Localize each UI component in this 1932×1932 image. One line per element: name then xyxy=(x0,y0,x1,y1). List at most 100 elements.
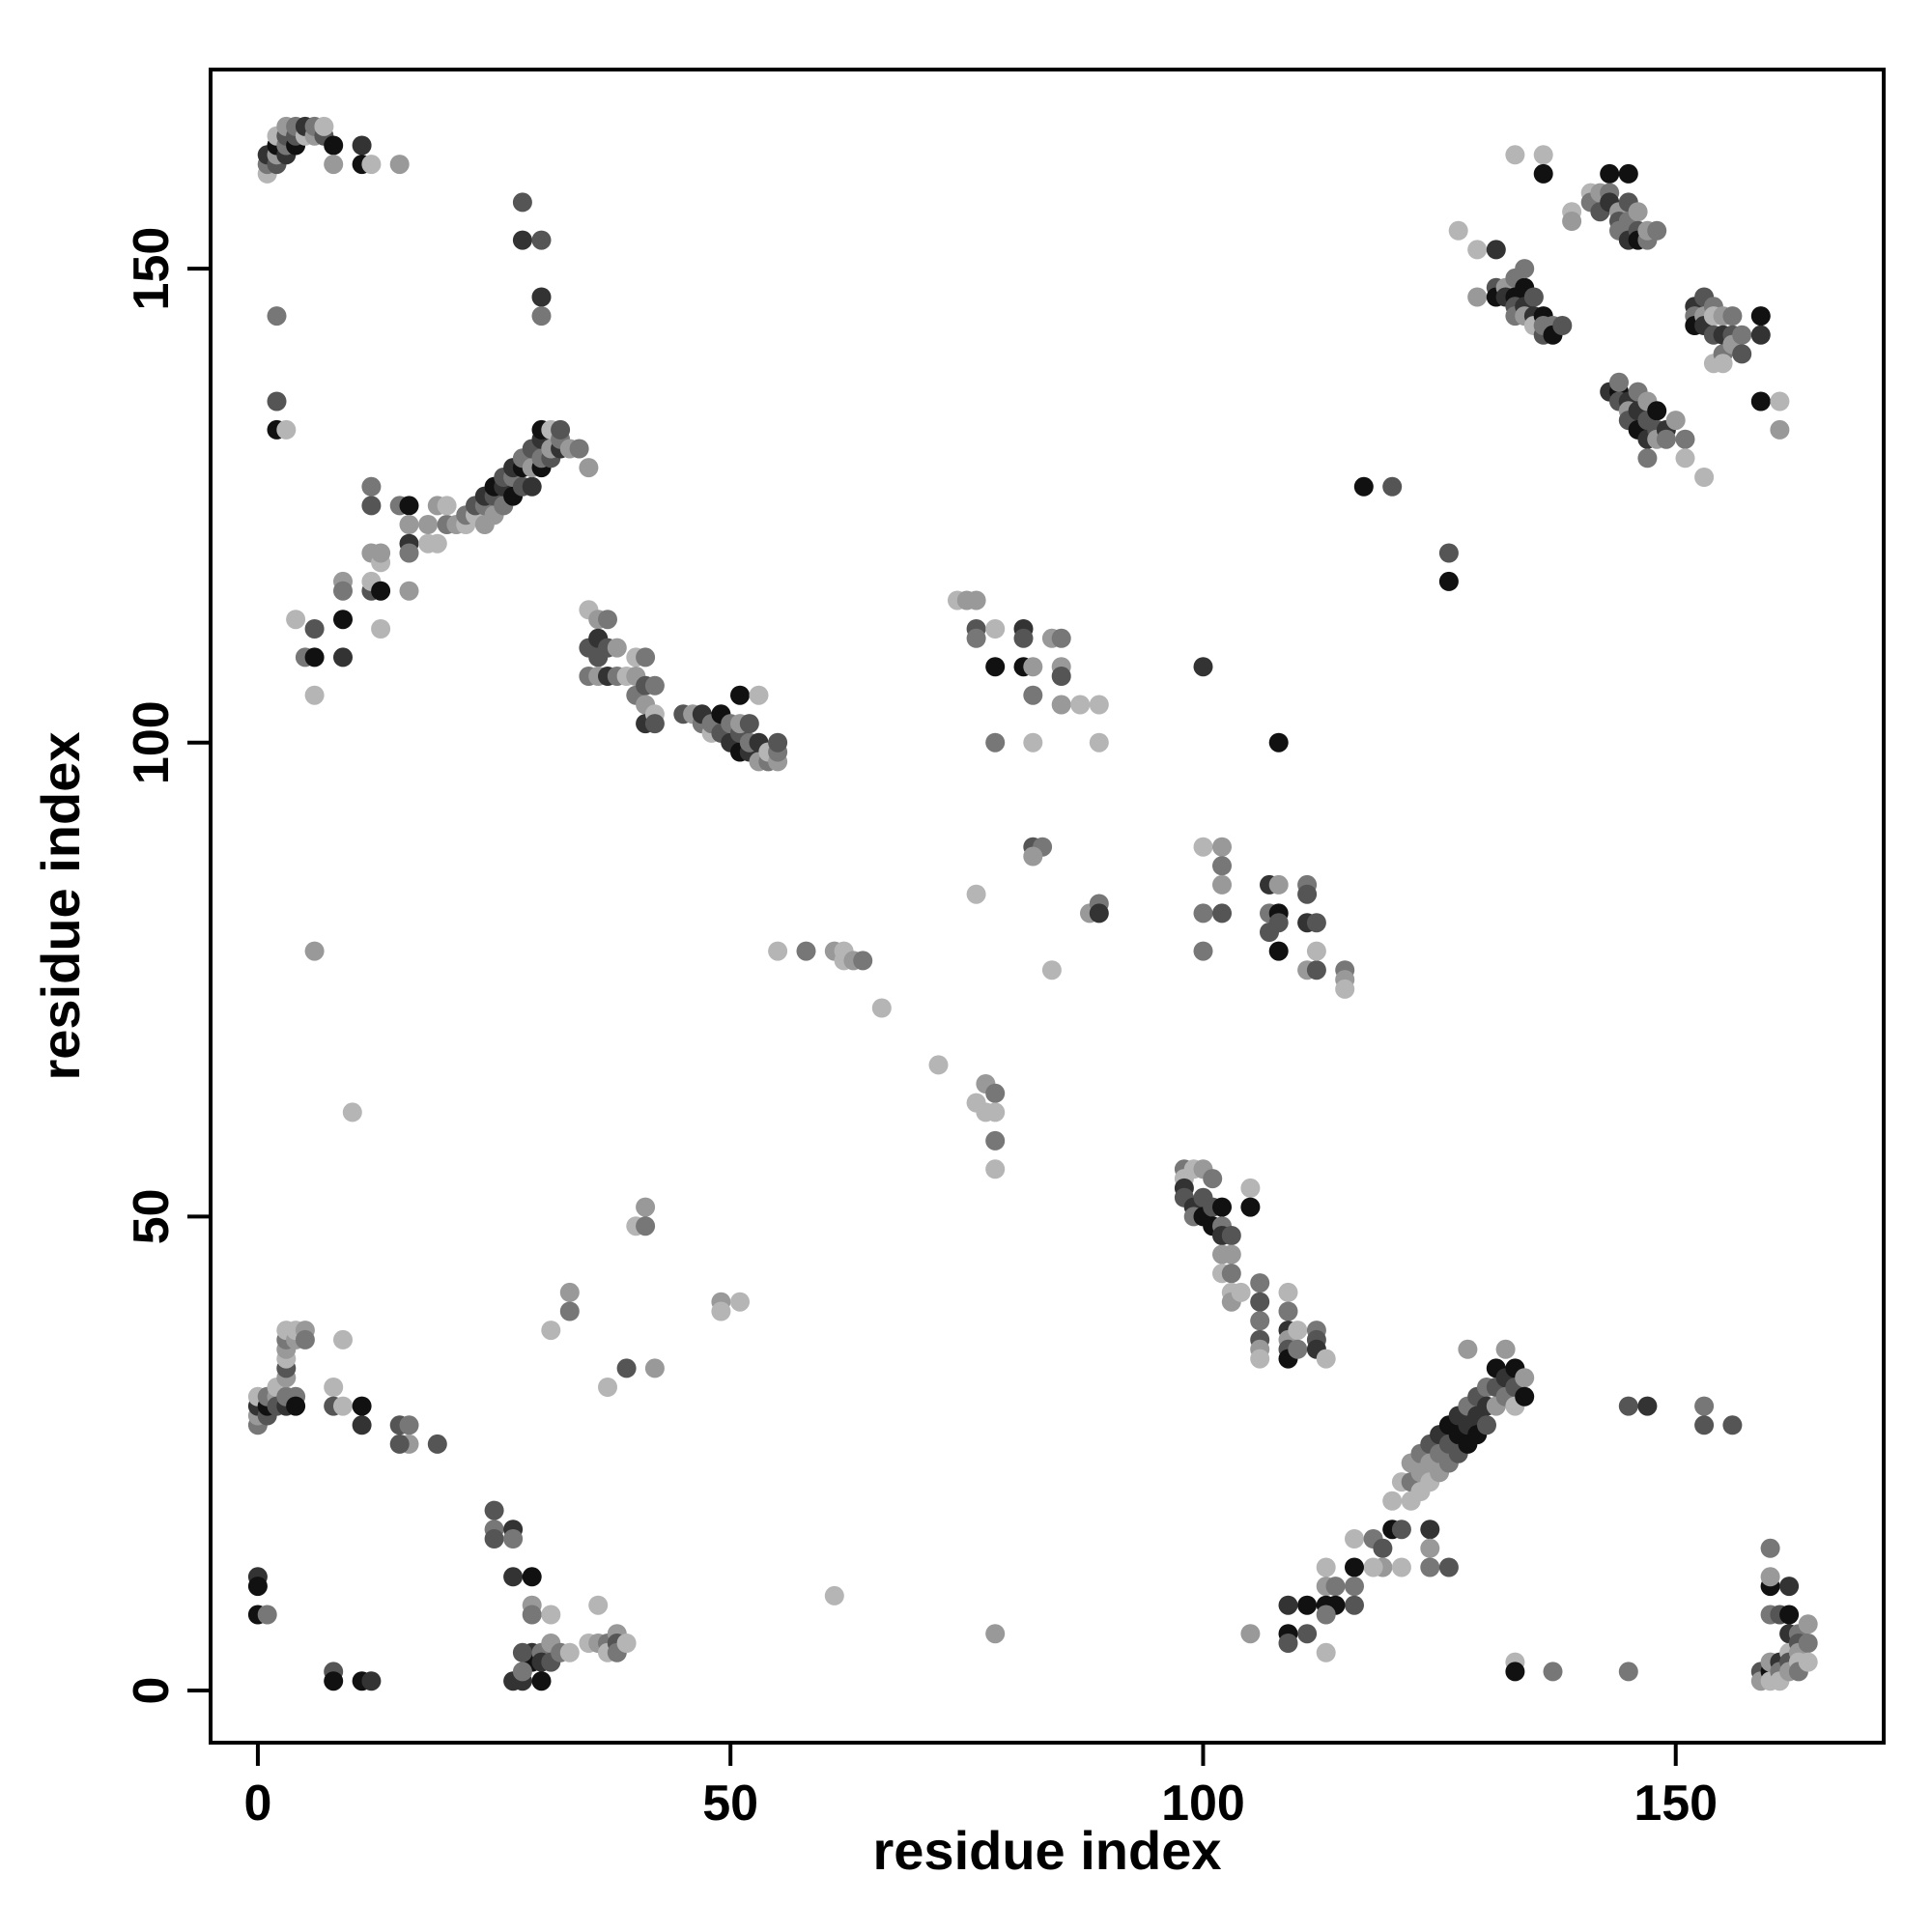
data-point xyxy=(1023,685,1043,705)
data-point xyxy=(966,884,986,904)
data-point xyxy=(1051,628,1071,648)
data-point xyxy=(1353,476,1374,497)
data-point xyxy=(1382,476,1403,497)
data-point xyxy=(1345,1529,1364,1548)
data-point xyxy=(1268,941,1289,961)
data-point xyxy=(1297,884,1318,904)
data-point xyxy=(730,1292,750,1312)
data-point xyxy=(1288,1339,1308,1359)
data-point xyxy=(985,1083,1006,1103)
data-point xyxy=(1297,1595,1318,1615)
data-point xyxy=(1268,913,1289,933)
data-point xyxy=(295,1329,315,1350)
data-point xyxy=(1722,306,1743,327)
data-point xyxy=(559,1282,580,1302)
x-tick-label: 0 xyxy=(243,1776,271,1832)
data-point xyxy=(484,1529,504,1548)
x-tick-label: 50 xyxy=(702,1776,758,1832)
data-point xyxy=(636,1216,656,1236)
data-point xyxy=(1278,1282,1298,1302)
data-point xyxy=(1618,1396,1638,1416)
data-point xyxy=(1523,287,1544,307)
data-point xyxy=(522,1567,542,1587)
data-point xyxy=(1770,391,1790,412)
data-point xyxy=(1345,1557,1364,1577)
data-point xyxy=(1250,1311,1270,1331)
data-point xyxy=(324,1378,344,1397)
data-point xyxy=(541,1321,561,1341)
data-point xyxy=(399,581,419,601)
data-point xyxy=(1552,316,1573,335)
data-point xyxy=(1647,220,1667,241)
data-point xyxy=(768,941,788,961)
data-point xyxy=(333,610,353,630)
data-point xyxy=(1458,1339,1478,1359)
data-point xyxy=(579,458,599,478)
data-point xyxy=(512,1662,532,1682)
data-point xyxy=(1750,391,1771,412)
data-point xyxy=(1798,1614,1818,1634)
data-point xyxy=(418,515,439,534)
data-point xyxy=(371,619,391,639)
data-point xyxy=(985,1624,1006,1644)
data-point xyxy=(1798,1652,1818,1672)
data-point xyxy=(324,1671,344,1691)
data-point xyxy=(1212,856,1232,876)
data-point xyxy=(1278,1634,1298,1653)
data-point xyxy=(1345,1595,1364,1615)
data-point xyxy=(437,496,457,516)
data-point xyxy=(1750,306,1771,327)
data-point xyxy=(1221,1226,1241,1245)
x-axis: 0 50 100 150 xyxy=(243,1743,1718,1832)
x-axis-label: residue index xyxy=(872,1820,1221,1881)
data-point xyxy=(1722,1415,1743,1435)
data-point xyxy=(1306,941,1326,961)
data-point xyxy=(1675,448,1695,469)
data-point xyxy=(1391,1520,1411,1540)
data-point xyxy=(352,135,372,156)
data-point xyxy=(512,192,532,213)
data-point xyxy=(1013,628,1034,648)
data-point xyxy=(361,155,382,175)
data-point xyxy=(1637,448,1658,469)
data-point xyxy=(1391,1557,1411,1577)
data-point xyxy=(1760,1567,1780,1587)
data-point xyxy=(333,1396,353,1416)
data-point xyxy=(314,116,334,136)
data-point xyxy=(399,515,419,534)
data-point xyxy=(1306,960,1326,980)
data-point xyxy=(427,533,447,554)
data-point xyxy=(1694,1415,1715,1435)
data-point xyxy=(598,1378,617,1397)
data-point xyxy=(1438,1557,1459,1577)
data-point xyxy=(1420,1557,1440,1577)
data-point xyxy=(871,998,892,1018)
data-point xyxy=(503,1567,524,1587)
data-point xyxy=(324,135,344,156)
data-point xyxy=(257,1605,277,1625)
data-point xyxy=(1335,979,1355,999)
data-point xyxy=(1268,874,1289,895)
data-point xyxy=(247,1577,268,1597)
data-point xyxy=(1240,1197,1261,1217)
data-point xyxy=(1770,419,1790,440)
data-point xyxy=(607,638,627,658)
data-point xyxy=(1316,1557,1336,1577)
data-point xyxy=(1212,903,1232,923)
data-point xyxy=(711,1301,731,1321)
data-point xyxy=(985,657,1006,677)
data-point xyxy=(352,1415,372,1435)
data-point xyxy=(352,1396,372,1416)
data-point xyxy=(484,1500,504,1520)
data-point xyxy=(985,1130,1006,1151)
x-tick-label: 100 xyxy=(1161,1776,1245,1832)
data-point xyxy=(531,1671,552,1691)
data-point xyxy=(399,1415,419,1435)
data-point xyxy=(1618,163,1638,184)
data-point xyxy=(503,1529,524,1548)
data-point xyxy=(512,230,532,250)
data-point xyxy=(1070,695,1091,715)
data-point xyxy=(1051,667,1071,686)
data-point xyxy=(371,543,391,563)
